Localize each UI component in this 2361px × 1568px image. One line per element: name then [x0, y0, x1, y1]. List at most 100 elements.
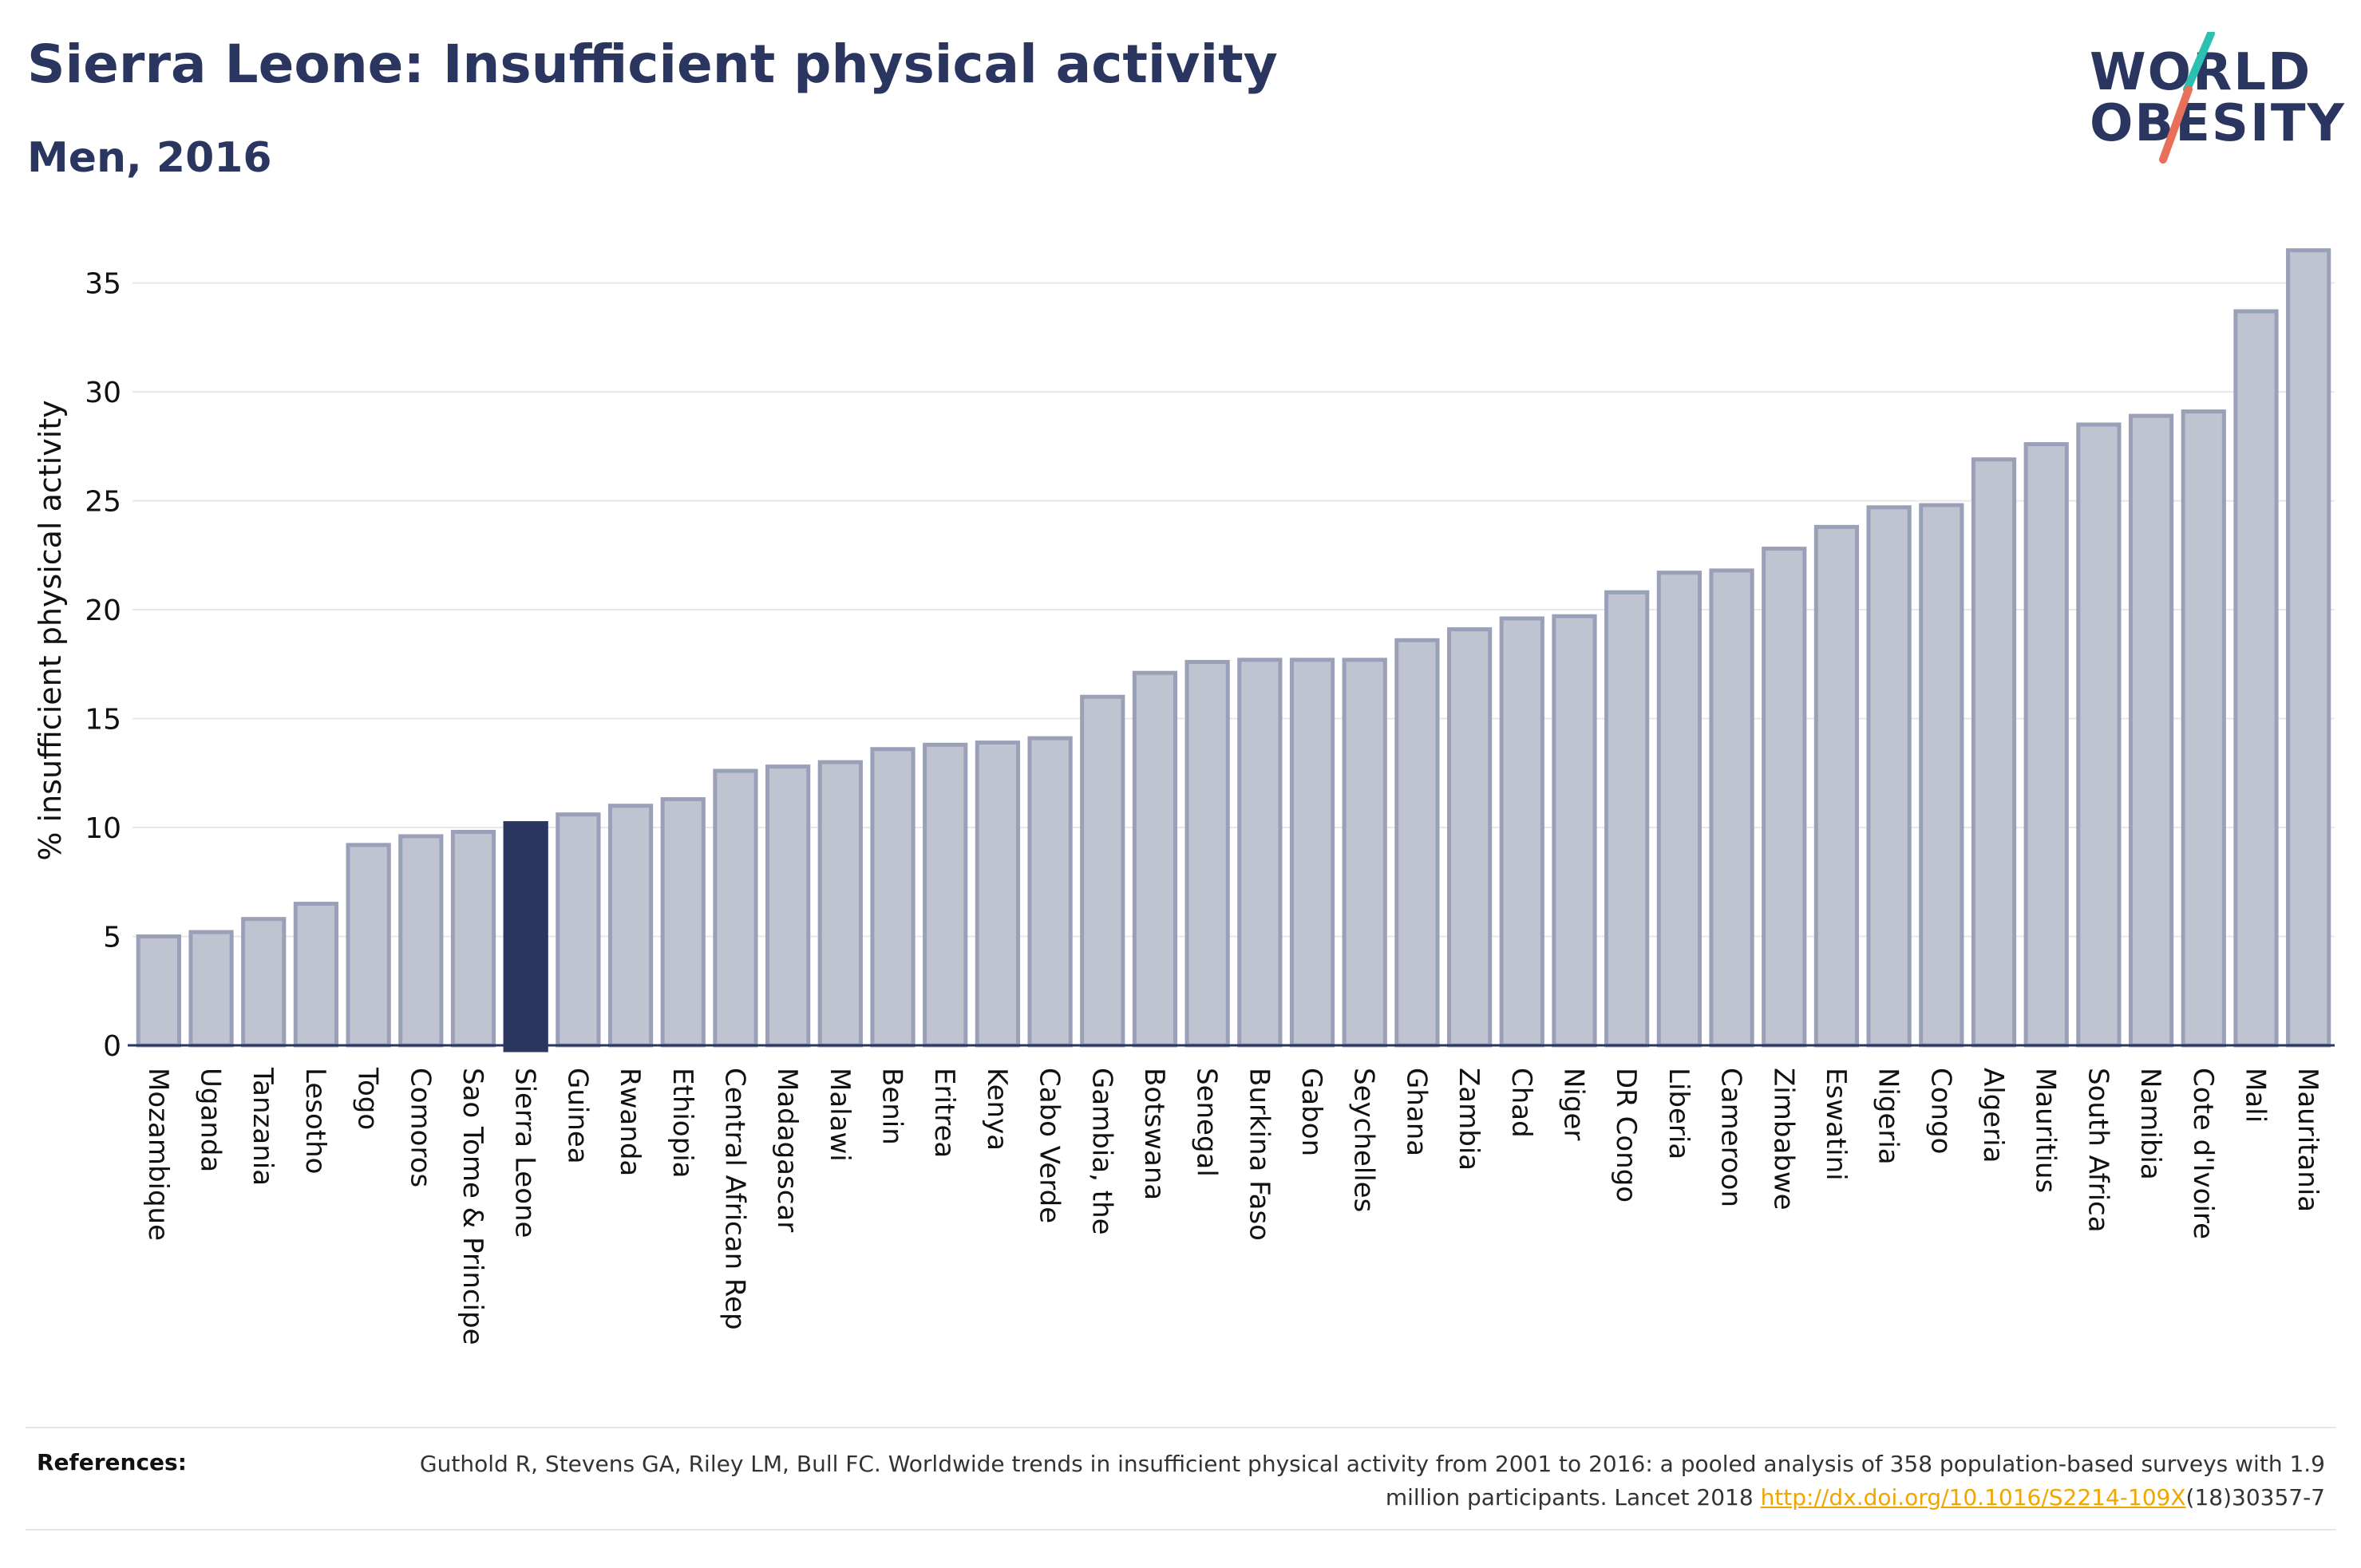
x-tick-label: Mauritania: [2292, 1068, 2323, 1212]
bar: [293, 902, 339, 1048]
bar: [136, 934, 181, 1048]
bar: [398, 834, 444, 1048]
x-tick-label: Liberia: [1663, 1068, 1695, 1159]
world-obesity-logo: WORLD OBESITY: [2075, 32, 2347, 176]
bar: [1237, 658, 1283, 1048]
x-tick-label: Cote d'Ivoire: [2187, 1068, 2219, 1239]
y-tick-label: 30: [85, 377, 121, 409]
gridlines: [132, 282, 2335, 938]
x-tick-label: Madagascar: [771, 1068, 803, 1232]
x-tick-label: Chad: [1505, 1068, 1537, 1138]
x-tick-label: Guinea: [561, 1068, 593, 1164]
x-tick-label: Benin: [876, 1068, 908, 1145]
bar: [1080, 694, 1125, 1048]
bar: [1919, 503, 1964, 1048]
logo-slash-icon: [2159, 32, 2215, 164]
x-tick-label: Central African Rep: [718, 1068, 750, 1330]
x-tick-label: Mauritius: [2030, 1068, 2062, 1193]
x-tick-label: South Africa: [2082, 1068, 2114, 1233]
bar: [1184, 660, 1230, 1048]
bar: [607, 804, 654, 1048]
x-tick-label: Burkina Faso: [1243, 1068, 1275, 1241]
bar: [1762, 547, 1807, 1048]
x-tick-label: Lesotho: [299, 1068, 331, 1174]
bar: [1394, 638, 1440, 1048]
x-tick-label: DR Congo: [1610, 1068, 1642, 1203]
x-tick-label: Sao Tome & Principe: [457, 1068, 488, 1345]
bar-chart: 0 5 10 15 20 25 30 35 Mozambique Uganda Tanzania L…: [33, 248, 2335, 1345]
bar: [1132, 670, 1178, 1048]
x-tick-label: Togo: [352, 1067, 384, 1130]
x-tick-label: Zambia: [1453, 1068, 1485, 1171]
x-tick-label: Eswatini: [1820, 1068, 1852, 1181]
bar: [1656, 571, 1702, 1048]
y-tick-label: 25: [85, 486, 121, 519]
bar: [765, 764, 811, 1048]
references-text: Guthold R, Stevens GA, Riley LM, Bull FC…: [409, 1448, 2325, 1515]
bar: [1027, 736, 1073, 1048]
bar: [450, 829, 496, 1048]
bar: [2286, 248, 2331, 1048]
logo-line-2: OBESITY: [2090, 94, 2346, 153]
x-tick-label: Cabo Verde: [1034, 1068, 1066, 1223]
chart-title: Sierra Leone: Insufficient physical acti…: [27, 34, 1278, 95]
x-tick-label: Seychelles: [1348, 1068, 1380, 1212]
bar: [1552, 614, 1597, 1048]
x-tick-label: Nigeria: [1873, 1068, 1904, 1165]
reference-doi-link[interactable]: http://dx.doi.org/10.1016/S2214-109X: [1760, 1484, 2186, 1511]
references-label: References:: [37, 1449, 187, 1475]
x-tick-label: Congo: [1924, 1068, 1956, 1154]
reference-citation-suffix: (18)30357-7: [2185, 1484, 2325, 1511]
chart-subtitle: Men, 2016: [27, 134, 272, 182]
x-tick-label: Malawi: [824, 1068, 856, 1162]
bar: [1866, 505, 1912, 1048]
x-tick-labels: Mozambique Uganda Tanzania Lesotho Togo Comor…: [142, 1067, 2323, 1345]
bar: [817, 760, 863, 1048]
bar: [346, 843, 391, 1048]
x-tick-label: Algeria: [1977, 1068, 2009, 1163]
bar: [1342, 658, 1387, 1048]
x-tick-label: Gabon: [1295, 1068, 1327, 1156]
y-tick-label: 10: [85, 812, 121, 845]
x-tick-label: Uganda: [195, 1068, 227, 1172]
x-tick-label: Kenya: [981, 1068, 1013, 1151]
bar: [2233, 309, 2279, 1048]
x-tick-label: Niger: [1557, 1068, 1589, 1140]
x-tick-label: Senegal: [1191, 1068, 1223, 1177]
bar-highlighted: [503, 821, 548, 1053]
bar: [975, 741, 1021, 1048]
x-tick-label: Mozambique: [142, 1068, 174, 1241]
y-tick-label: 35: [85, 268, 121, 301]
bar: [923, 742, 968, 1048]
bar: [1289, 658, 1335, 1048]
bar: [241, 917, 287, 1048]
x-tick-label: Ghana: [1400, 1068, 1432, 1156]
bar: [2076, 422, 2122, 1048]
bar: [1604, 590, 1650, 1048]
bar: [1446, 627, 1493, 1048]
x-tick-label: Tanzania: [247, 1067, 279, 1186]
y-tick-label: 20: [85, 594, 121, 627]
bar: [2181, 409, 2226, 1048]
y-tick-label: 15: [85, 704, 121, 737]
x-tick-label: Comoros: [404, 1068, 436, 1187]
x-tick-label: Mali: [2239, 1068, 2271, 1123]
x-tick-label: Eritrea: [928, 1068, 960, 1158]
bar: [1709, 568, 1754, 1048]
x-tick-label: Ethiopia: [666, 1068, 698, 1178]
bar: [870, 747, 916, 1048]
y-tick-label: 0: [103, 1030, 121, 1063]
bar: [1499, 616, 1544, 1048]
x-tick-label: Sierra Leone: [509, 1068, 541, 1238]
y-tick-label: 5: [103, 922, 121, 954]
bar: [1971, 457, 2017, 1048]
y-tick-labels: 0 5 10 15 20 25 30 35: [85, 268, 121, 1063]
bar: [2128, 413, 2174, 1048]
bar: [188, 930, 234, 1048]
y-axis-label: % insufficient physical activity: [33, 400, 68, 860]
x-tick-label: Rwanda: [614, 1068, 646, 1176]
x-tick-label: Gambia, the: [1086, 1068, 1117, 1235]
x-tick-label: Zimbabwe: [1767, 1068, 1799, 1211]
reference-citation: Guthold R, Stevens GA, Riley LM, Bull FC…: [419, 1451, 2325, 1511]
references-section: References: Guthold R, Stevens GA, Riley…: [26, 1427, 2336, 1530]
